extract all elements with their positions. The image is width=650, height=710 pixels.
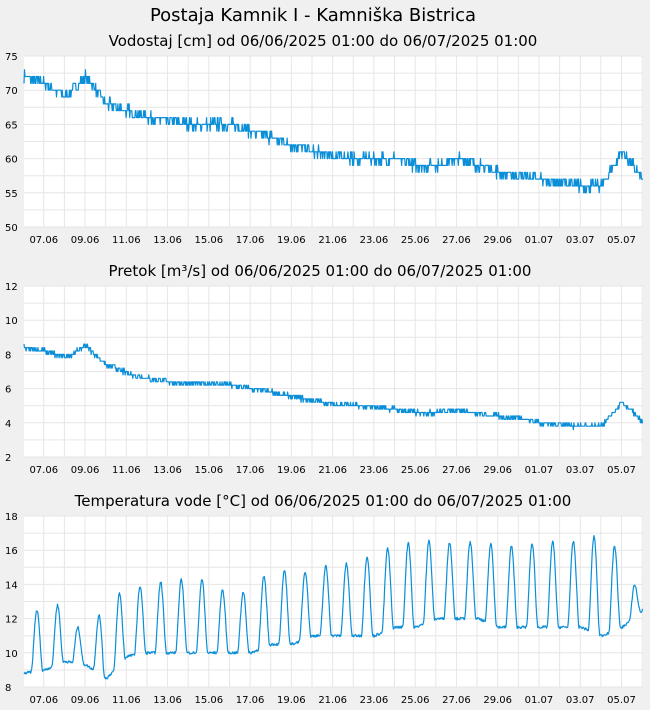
- y-tick-label: 65: [5, 120, 18, 131]
- y-tick-label: 2: [5, 453, 11, 464]
- x-tick-label: 03.07: [566, 465, 595, 476]
- panel-title-discharge: Pretok [m³/s] od 06/06/2025 01:00 do 06/…: [109, 262, 532, 280]
- x-tick-label: 09.06: [71, 695, 100, 706]
- x-tick-label: 25.06: [401, 235, 430, 246]
- y-tick-label: 14: [5, 580, 18, 591]
- y-tick-label: 10: [5, 316, 18, 327]
- x-tick-label: 27.06: [442, 465, 471, 476]
- x-tick-label: 09.06: [71, 465, 100, 476]
- x-tick-label: 09.06: [71, 235, 100, 246]
- x-tick-label: 29.06: [483, 465, 512, 476]
- x-tick-label: 13.06: [153, 695, 182, 706]
- x-tick-label: 19.06: [277, 235, 306, 246]
- x-tick-label: 25.06: [401, 465, 430, 476]
- x-tick-label: 15.06: [195, 235, 224, 246]
- x-tick-label: 03.07: [566, 695, 595, 706]
- y-tick-label: 8: [5, 350, 11, 361]
- x-tick-label: 11.06: [112, 465, 141, 476]
- y-tick-label: 75: [5, 52, 18, 63]
- series-line-discharge: [23, 343, 644, 431]
- panel-title-water-level: Vodostaj [cm] od 06/06/2025 01:00 do 06/…: [109, 32, 538, 50]
- x-tick-label: 21.06: [318, 695, 347, 706]
- y-tick-label: 60: [5, 155, 18, 166]
- x-tick-label: 29.06: [483, 235, 512, 246]
- y-tick-label: 16: [5, 546, 18, 557]
- x-tick-label: 01.07: [525, 465, 554, 476]
- x-tick-label: 21.06: [318, 465, 347, 476]
- x-tick-label: 05.07: [607, 695, 636, 706]
- y-tick-label: 10: [5, 649, 18, 660]
- y-tick-label: 55: [5, 189, 18, 200]
- x-tick-label: 19.06: [277, 695, 306, 706]
- x-tick-label: 25.06: [401, 695, 430, 706]
- x-tick-label: 23.06: [360, 235, 389, 246]
- series-line-water-temperature: [23, 535, 644, 680]
- x-tick-label: 07.06: [29, 465, 58, 476]
- x-tick-label: 29.06: [483, 695, 512, 706]
- x-tick-label: 27.06: [442, 235, 471, 246]
- x-tick-label: 21.06: [318, 235, 347, 246]
- panel-title-water-temperature: Temperatura vode [°C] od 06/06/2025 01:0…: [74, 492, 572, 510]
- y-tick-label: 18: [5, 512, 18, 523]
- x-tick-label: 01.07: [525, 695, 554, 706]
- series-line-water-level: [23, 69, 644, 194]
- x-tick-label: 13.06: [153, 235, 182, 246]
- y-tick-label: 50: [5, 223, 18, 234]
- x-tick-label: 13.06: [153, 465, 182, 476]
- x-tick-label: 03.07: [566, 235, 595, 246]
- x-tick-label: 17.06: [236, 695, 265, 706]
- x-tick-label: 11.06: [112, 695, 141, 706]
- x-tick-label: 07.06: [29, 235, 58, 246]
- x-tick-label: 01.07: [525, 235, 554, 246]
- y-tick-label: 8: [5, 683, 11, 694]
- y-tick-label: 70: [5, 86, 18, 97]
- x-tick-label: 15.06: [195, 465, 224, 476]
- y-tick-label: 4: [5, 419, 11, 430]
- x-tick-label: 23.06: [360, 695, 389, 706]
- panel-water-temperature: Temperatura vode [°C] od 06/06/2025 01:0…: [5, 492, 644, 706]
- panel-water-level: Vodostaj [cm] od 06/06/2025 01:00 do 06/…: [5, 32, 644, 246]
- y-tick-label: 12: [5, 282, 18, 293]
- y-tick-label: 6: [5, 385, 11, 396]
- main-title: Postaja Kamnik I - Kamniška Bistrica: [150, 5, 476, 26]
- x-tick-label: 19.06: [277, 465, 306, 476]
- x-tick-label: 27.06: [442, 695, 471, 706]
- x-tick-label: 07.06: [29, 695, 58, 706]
- panel-discharge: Pretok [m³/s] od 06/06/2025 01:00 do 06/…: [5, 262, 644, 476]
- x-tick-label: 17.06: [236, 235, 265, 246]
- x-tick-label: 23.06: [360, 465, 389, 476]
- x-tick-label: 05.07: [607, 235, 636, 246]
- x-tick-label: 17.06: [236, 465, 265, 476]
- x-tick-label: 05.07: [607, 465, 636, 476]
- x-tick-label: 11.06: [112, 235, 141, 246]
- x-tick-label: 15.06: [195, 695, 224, 706]
- y-tick-label: 12: [5, 615, 18, 626]
